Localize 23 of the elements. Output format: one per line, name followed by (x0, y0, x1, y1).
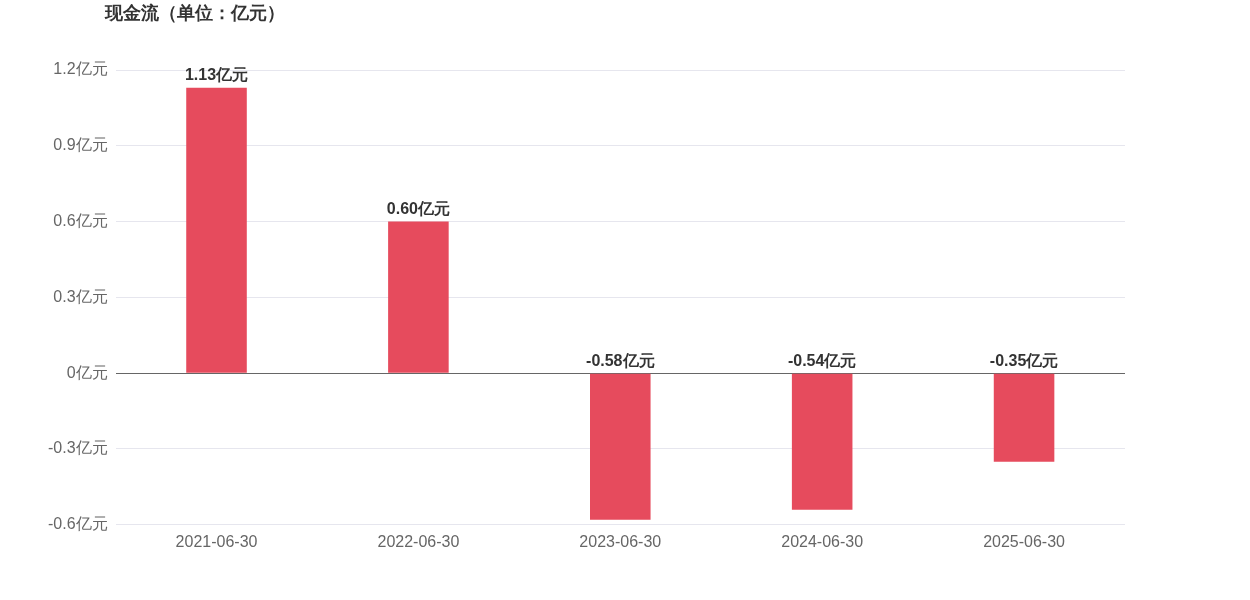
x-tick-label: 2022-06-30 (377, 532, 460, 550)
data-label: 0.60亿元 (386, 200, 450, 218)
data-label: -0.54亿元 (787, 351, 857, 369)
bar (186, 87, 247, 373)
data-label: -0.35亿元 (989, 351, 1059, 369)
y-tick-label: -0.6亿元 (47, 515, 108, 533)
bar (993, 373, 1055, 462)
data-label: 1.13亿元 (184, 66, 249, 84)
y-tick-label: 0.3亿元 (53, 287, 108, 305)
x-tick-label: 2024-06-30 (781, 532, 864, 550)
y-tick-label: 0亿元 (66, 363, 108, 381)
y-tick-label: 1.2亿元 (53, 60, 108, 78)
y-tick-label: 0.6亿元 (53, 212, 108, 230)
x-tick-label: 2025-06-30 (983, 532, 1066, 550)
data-label: -0.58亿元 (586, 351, 655, 369)
bar (791, 373, 853, 510)
y-tick-label: -0.3亿元 (47, 439, 108, 457)
chart-title: 现金流（单位：亿元） (105, 2, 285, 25)
bar (590, 373, 651, 520)
bar (388, 221, 449, 373)
y-tick-label: 0.9亿元 (53, 136, 108, 154)
x-tick-label: 2023-06-30 (579, 532, 662, 550)
x-tick-label: 2021-06-30 (175, 532, 258, 550)
